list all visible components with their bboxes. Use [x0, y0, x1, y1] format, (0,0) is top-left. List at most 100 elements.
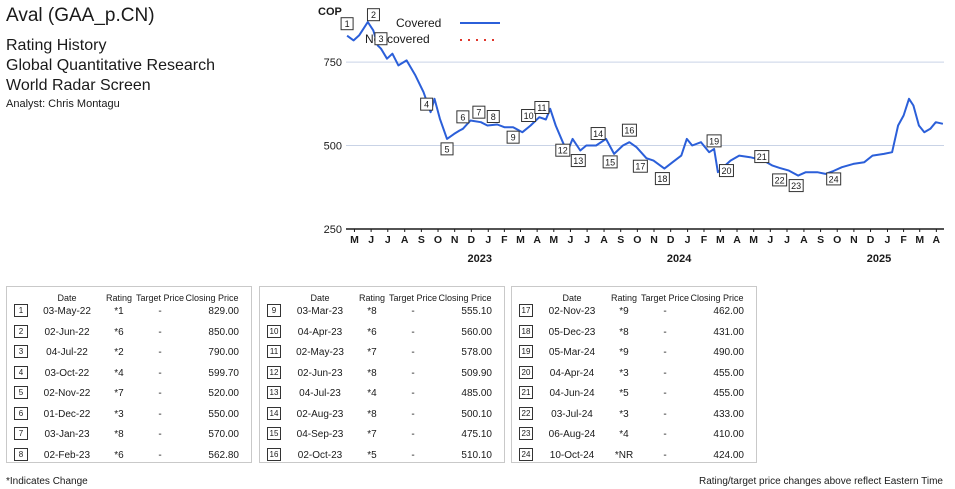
row-date: 02-Feb-23: [43, 449, 91, 461]
rating-marker-label: 7: [476, 108, 481, 118]
row-number-box: 7: [14, 427, 28, 440]
row-date: 02-Nov-23: [548, 306, 596, 317]
x-tick-label: A: [401, 234, 409, 246]
row-rating: *2: [114, 347, 124, 358]
row-target-price: -: [158, 449, 162, 461]
rating-table-3: Date Rating Target Price Closing Price 17 02-…: [511, 286, 757, 463]
row-date: 02-Jun-22: [44, 326, 90, 338]
row-number-box: 8: [14, 447, 28, 461]
subtitle-screen: World Radar Screen: [6, 77, 151, 94]
row-number-box: 6: [14, 406, 28, 420]
y-tick-label: 250: [324, 224, 342, 236]
row-number-box: 16: [267, 447, 281, 461]
x-tick-label: S: [617, 234, 624, 246]
rating-marker-label: 11: [537, 103, 546, 113]
rating-marker-box: [555, 143, 571, 157]
rating-marker-box: [754, 150, 770, 164]
row-rating: *6: [114, 326, 124, 338]
row-closing-price: 455.00: [713, 388, 744, 399]
table-row: 2 02-Jun-22 *6 - 850.00: [7, 324, 251, 341]
row-target-price: -: [663, 449, 667, 461]
row-date: 05-Mar-24: [548, 347, 596, 358]
row-target-price: -: [663, 429, 667, 440]
rating-marker-label: 22: [775, 175, 785, 185]
x-tick-label: J: [385, 234, 391, 246]
row-target-price: -: [663, 367, 667, 379]
rating-marker-label: 12: [558, 146, 568, 156]
row-closing-price: 560.00: [461, 326, 492, 338]
table-row: 4 03-Oct-22 *4 - 599.70: [7, 365, 251, 382]
row-target-price: -: [158, 367, 162, 379]
row-rating: *7: [367, 429, 377, 440]
x-tick-label: D: [667, 234, 675, 246]
row-target-price: -: [411, 388, 415, 399]
row-closing-price: 510.10: [461, 449, 492, 461]
subtitle-research-group: Global Quantitative Research: [6, 57, 215, 74]
row-date: 02-May-23: [296, 347, 344, 358]
rating-table-1: Date Rating Target Price Closing Price 1 03-M…: [6, 286, 252, 463]
row-number-box: 24: [519, 447, 533, 461]
table-row: 10 04-Apr-23 *6 - 560.00: [260, 324, 504, 341]
rating-marker-label: 6: [460, 112, 465, 122]
table-row: 16 02-Oct-23 *5 - 510.10: [260, 447, 504, 464]
row-closing-price: 462.00: [713, 306, 744, 317]
row-target-price: -: [663, 408, 667, 420]
row-number-box: 19: [519, 345, 533, 358]
rating-marker-label: 9: [511, 133, 516, 143]
x-tick-label: A: [733, 234, 741, 246]
row-date: 02-Oct-23: [297, 449, 343, 461]
row-closing-price: 850.00: [208, 326, 239, 338]
row-closing-price: 555.10: [461, 306, 492, 317]
row-closing-price: 578.00: [461, 347, 492, 358]
x-tick-label: A: [600, 234, 608, 246]
table-row: 5 02-Nov-22 *7 - 520.00: [7, 386, 251, 402]
rating-marker-label: 5: [445, 144, 450, 154]
x-tick-label: J: [485, 234, 491, 246]
row-rating: *3: [619, 408, 629, 420]
x-tick-label: J: [685, 234, 691, 246]
table-row: 21 04-Jun-24 *5 - 455.00: [512, 386, 756, 402]
row-date: 03-Mar-23: [296, 306, 344, 317]
rating-marker-label: 10: [524, 111, 534, 121]
rating-marker-box: [456, 110, 470, 124]
table-header: Date Rating Target Price Closing Price: [512, 293, 756, 313]
row-number-box: 9: [267, 304, 281, 317]
row-rating: *8: [367, 306, 377, 317]
row-target-price: -: [663, 326, 667, 338]
rating-marker-box: [788, 179, 804, 193]
table-row: 24 10-Oct-24 *NR - 424.00: [512, 447, 756, 464]
row-date: 06-Aug-24: [548, 429, 596, 440]
row-number-box: 22: [519, 406, 533, 420]
table-row: 8 02-Feb-23 *6 - 562.80: [7, 447, 251, 464]
x-tick-label: A: [933, 234, 941, 246]
row-rating: *6: [114, 449, 124, 461]
row-date: 01-Dec-22: [43, 408, 91, 420]
row-closing-price: 485.00: [461, 388, 492, 399]
row-date: 03-Jul-24: [551, 408, 593, 420]
x-year-label: 2024: [667, 253, 692, 265]
rating-marker-box: [420, 97, 434, 111]
row-number-box: 18: [519, 324, 533, 338]
subtitle-rating-history: Rating History: [6, 37, 107, 54]
row-rating: *8: [619, 326, 629, 338]
row-date: 03-Jan-23: [44, 429, 90, 440]
table-header: Date Rating Target Price Closing Price: [7, 293, 251, 313]
table-header: Date Rating Target Price Closing Price: [260, 293, 504, 313]
row-closing-price: 562.80: [208, 449, 239, 461]
row-target-price: -: [663, 388, 667, 399]
row-date: 04-Apr-24: [549, 367, 595, 379]
rating-marker-box: [826, 172, 842, 186]
row-number-box: 23: [519, 427, 533, 440]
row-date: 02-Nov-22: [43, 388, 91, 399]
rating-marker-box: [706, 134, 722, 148]
x-tick-label: M: [915, 234, 924, 246]
row-rating: *4: [367, 388, 377, 399]
row-rating: *8: [367, 367, 377, 379]
row-rating: *NR: [614, 449, 634, 461]
row-number-box: 14: [267, 406, 281, 420]
x-tick-label: O: [434, 234, 442, 246]
row-target-price: -: [411, 347, 415, 358]
row-rating: *8: [114, 429, 124, 440]
page-title: Aval (GAA_p.CN): [6, 5, 155, 26]
